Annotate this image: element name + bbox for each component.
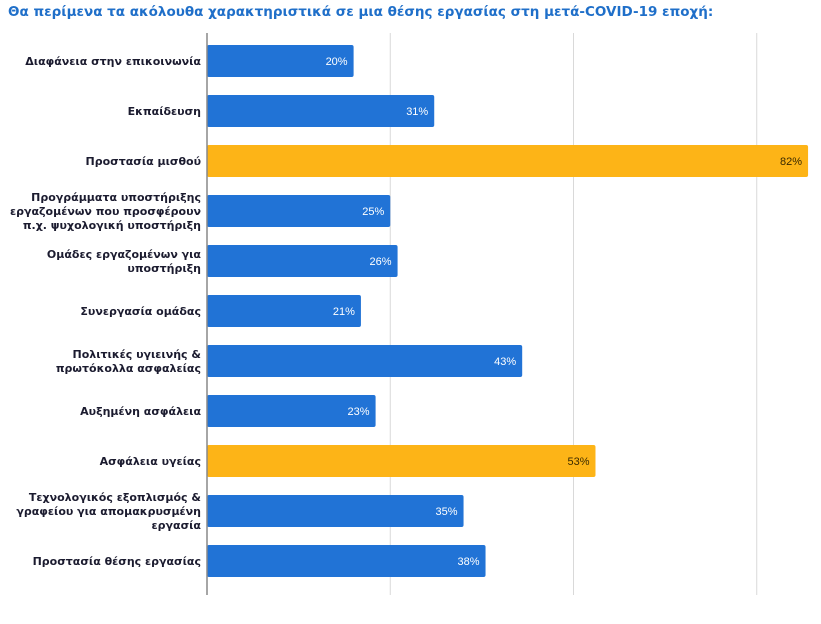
bar (207, 545, 486, 577)
bar (207, 295, 361, 327)
category-label: Συνεργασία ομάδας (80, 305, 201, 318)
data-label: 38% (458, 556, 480, 568)
bar (207, 95, 435, 127)
category-label-line: Πολιτικές υγιεινής & (73, 348, 202, 361)
bar (207, 45, 354, 77)
category-label: Πολιτικές υγιεινής & πρωτόκολλα ασφαλείας (56, 348, 202, 375)
category-label-line: Ασφάλεια υγείας (100, 455, 201, 468)
data-label: 43% (494, 356, 516, 368)
category-labels: Διαφάνεια στην επικοινωνία Εκπαίδευση Προσ… (10, 55, 201, 568)
data-label: 53% (567, 456, 589, 468)
category-label: Ασφάλεια υγείας (100, 455, 201, 468)
data-label: 23% (348, 406, 370, 418)
category-label: Εκπαίδευση (128, 105, 201, 118)
category-label-line: γραφείου για απομακρυσμένη (16, 505, 201, 518)
bar (207, 495, 464, 527)
category-label: Διαφάνεια στην επικοινωνία (25, 55, 201, 68)
category-label-line: π.χ. ψυχολογική υποστήριξη (23, 219, 201, 232)
category-label-line: υποστήριξη (127, 262, 201, 275)
bar (207, 445, 596, 477)
category-label: Προστασία μισθού (85, 155, 201, 168)
data-label: 31% (406, 106, 428, 118)
bar (207, 195, 391, 227)
data-label: 25% (362, 206, 384, 218)
bar (207, 145, 809, 177)
category-label-line: Τεχνολογικός εξοπλισμός & (29, 491, 201, 504)
data-label: 35% (436, 506, 458, 518)
bar (207, 245, 398, 277)
category-label: Αυξημένη ασφάλεια (80, 405, 201, 418)
category-label-line: Προγράμματα υποστήριξης (31, 191, 201, 204)
category-label-line: πρωτόκολλα ασφαλείας (56, 362, 201, 375)
category-label-line: Προστασία μισθού (85, 155, 201, 168)
category-label-line: Προστασία θέσης εργασίας (33, 555, 201, 568)
category-label-line: Διαφάνεια στην επικοινωνία (25, 55, 201, 68)
bar (207, 345, 523, 377)
category-label-line: εργασία (152, 519, 202, 532)
category-label: Προγράμματα υποστήριξης εργαζομένων που π… (10, 191, 201, 232)
value-labels: 20% 31% 82% 25% 26% 21% 43% 23% 53% 35% 38% (326, 56, 803, 568)
chart-title: Θα περίμενα τα ακόλουθα χαρακτηριστικά σ… (8, 4, 714, 20)
category-label-line: Συνεργασία ομάδας (80, 305, 201, 318)
category-label-line: Αυξημένη ασφάλεια (80, 405, 201, 418)
category-label-line: εργαζομένων που προσφέρουν (10, 205, 201, 218)
category-label-line: Ομάδες εργαζομένων για (47, 248, 202, 261)
category-label-line: Εκπαίδευση (128, 105, 201, 118)
data-label: 21% (333, 306, 355, 318)
category-label: Τεχνολογικός εξοπλισμός & γραφείου για απ… (16, 491, 201, 532)
data-label: 82% (780, 156, 802, 168)
bars (207, 45, 809, 577)
category-label: Ομάδες εργαζομένων για υποστήριξη (47, 248, 202, 275)
data-label: 20% (326, 56, 348, 68)
bar (207, 395, 376, 427)
category-label: Προστασία θέσης εργασίας (33, 555, 201, 568)
data-label: 26% (370, 256, 392, 268)
